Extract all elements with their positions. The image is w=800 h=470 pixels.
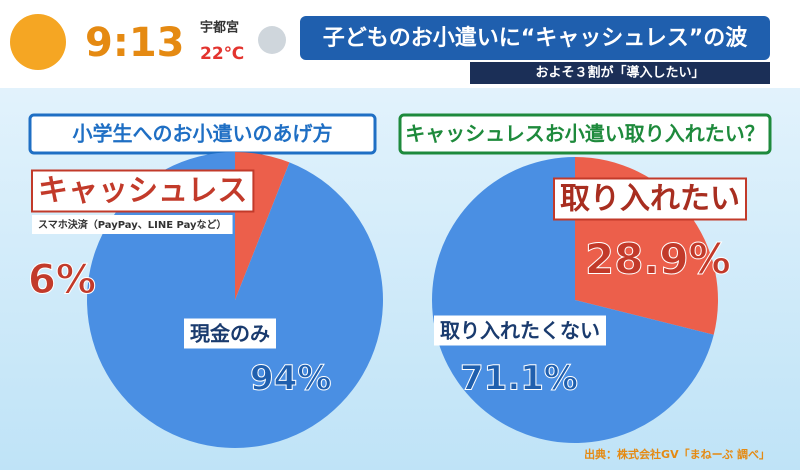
headline: 子どものお小遣いに“キャッシュレス”の波 [323,26,748,51]
subheadline: およそ３割が「導入したい」 [535,65,704,81]
panel-title: 小学生へのお小遣いのあげ方 [73,122,333,146]
category-label: キャッシュレス [38,174,247,209]
subheadline-box [470,62,770,84]
category-label: 取り入れたい [560,182,740,217]
category-label-box [184,318,276,349]
category-label: 取り入れたくない [440,319,600,343]
temperature: 22℃ [200,44,244,64]
weather-icon [258,26,286,54]
value-label: 71.1% [460,359,578,399]
value-label: 94% [250,359,331,399]
panel-title: キャッシュレスお小遣い取り入れたい？ [405,122,765,146]
logo [10,14,66,70]
value-label: 28.9% [585,235,731,284]
category-label: 現金のみ [190,322,270,346]
pie-slice [432,157,714,443]
annotation-box [32,215,233,234]
annotation: スマホ決済（PayPay、LINE Payなど） [38,218,227,231]
category-label-box [31,169,255,213]
source: 出典：株式会社GV「まねーぶ 調べ」 [584,447,770,461]
headline-box [300,16,770,60]
location: 宇都宮 [200,20,239,36]
category-label-box [434,315,606,346]
panel-title-box [398,113,772,155]
value-label: 6% [28,257,96,303]
panel-title-box [28,113,377,155]
clock: 9:13 [85,20,185,66]
category-label-box [553,177,747,221]
